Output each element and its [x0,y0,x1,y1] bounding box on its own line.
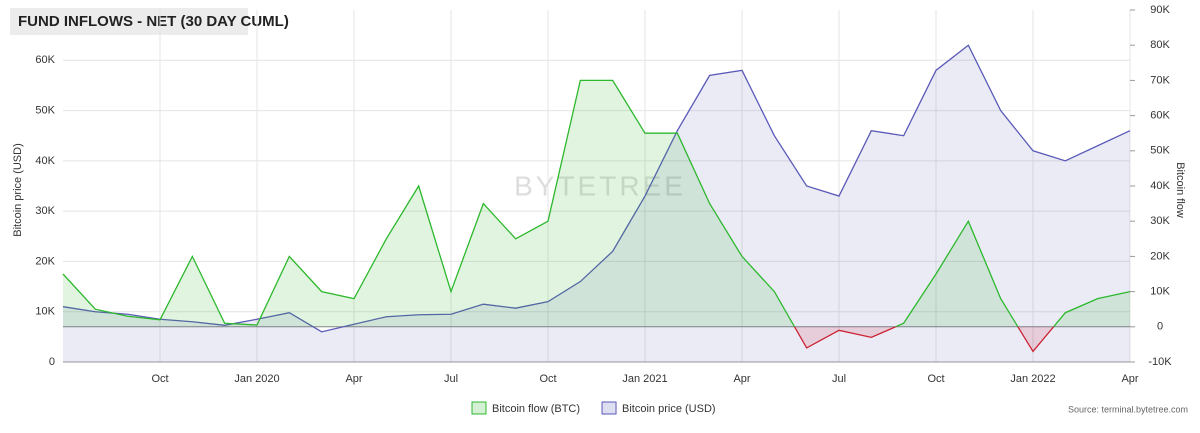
x-tick-label: Apr [345,373,362,385]
y2-tick-label: 20K [1150,250,1170,262]
y-axis-label: Bitcoin price (USD) [12,143,24,237]
x-tick-label: Apr [1121,373,1138,385]
y-tick-label: 50K [35,104,55,116]
y2-tick-label: -10K [1148,356,1172,368]
x-tick-label: Jul [832,373,846,385]
x-tick-label: Jan 2022 [1010,373,1055,385]
x-tick-label: Jul [444,373,458,385]
x-tick-label: Apr [733,373,750,385]
y2-tick-label: 80K [1150,39,1170,51]
x-tick-label: Oct [539,373,556,385]
chart-title: FUND INFLOWS - NET (30 DAY CUML) [18,13,289,30]
y-tick-label: 20K [35,255,55,267]
y2-tick-label: 40K [1150,180,1170,192]
legend-label: Bitcoin price (USD) [622,403,716,415]
y2-tick-label: 30K [1150,215,1170,227]
x-tick-label: Jan 2020 [234,373,279,385]
legend-swatch [471,401,487,415]
y2-tick-label: 70K [1150,74,1170,86]
area [63,80,1130,327]
x-tick-label: Oct [151,373,168,385]
y2-tick-label: 0 [1157,321,1163,333]
y2-axis-label: Bitcoin flow [1174,162,1186,218]
y2-tick-label: 60K [1150,110,1170,122]
y-tick-label: 60K [35,54,55,66]
legend-swatch [601,401,617,415]
title-box [10,8,248,35]
y2-tick-label: 90K [1150,4,1170,16]
y-tick-label: 0 [49,356,55,368]
y-tick-label: 10K [35,306,55,318]
area [63,45,1130,362]
legend-label: Bitcoin flow (BTC) [492,403,580,415]
y-tick-label: 30K [35,205,55,217]
y2-tick-label: 50K [1150,145,1170,157]
area [63,326,1130,352]
y2-tick-label: 10K [1150,286,1170,298]
line [62,79,1131,327]
y-tick-label: 40K [35,155,55,167]
x-tick-label: Oct [927,373,944,385]
source: Source: terminal.bytetree.com [1068,404,1188,414]
x-tick-label: Jan 2021 [622,373,667,385]
line [62,44,1131,333]
